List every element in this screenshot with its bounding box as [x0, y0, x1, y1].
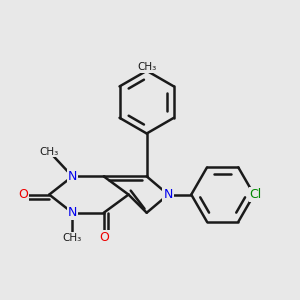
- Text: Cl: Cl: [250, 188, 262, 201]
- Text: N: N: [164, 188, 173, 201]
- Text: CH₃: CH₃: [137, 62, 156, 72]
- Text: N: N: [68, 170, 77, 183]
- Text: O: O: [18, 188, 28, 201]
- Text: CH₃: CH₃: [40, 147, 59, 157]
- Text: CH₃: CH₃: [63, 232, 82, 242]
- Text: N: N: [68, 206, 77, 219]
- Text: O: O: [99, 231, 109, 244]
